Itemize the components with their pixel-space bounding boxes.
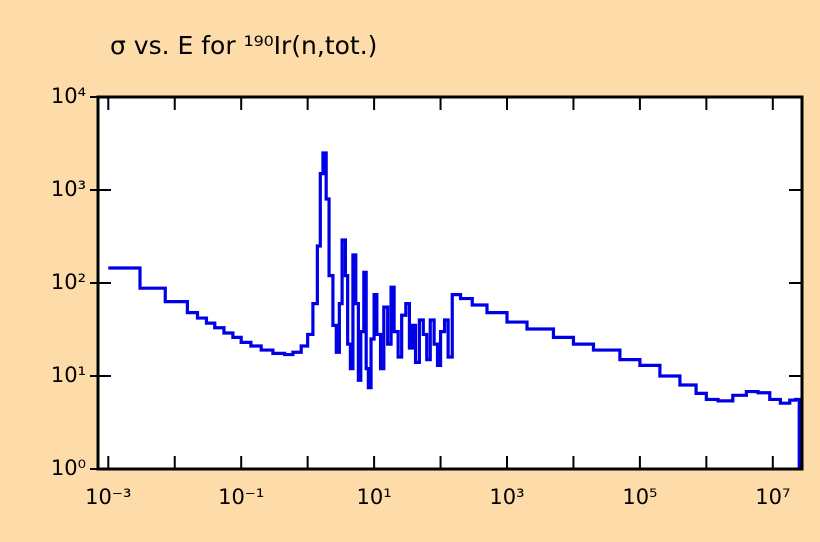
x-tick-label: 10⁻¹	[218, 485, 264, 509]
plot-frame	[96, 95, 804, 471]
data-line	[108, 151, 801, 469]
y-tick-label: 10⁴	[51, 84, 86, 108]
y-tick-label: 10¹	[51, 363, 86, 387]
y-tick-label: 10³	[51, 177, 86, 201]
y-tick-label: 10⁰	[51, 456, 86, 480]
y-tick-label: 10²	[51, 270, 86, 294]
x-tick-label: 10⁵	[622, 485, 657, 509]
chart-title: σ vs. E for ¹⁹⁰Ir(n,tot.)	[110, 31, 377, 60]
x-tick-label: 10⁻³	[85, 485, 131, 509]
plot-area	[98, 97, 802, 469]
x-tick-label: 10¹	[357, 485, 392, 509]
x-tick-label: 10³	[489, 485, 524, 509]
x-tick-label: 10⁷	[755, 485, 790, 509]
